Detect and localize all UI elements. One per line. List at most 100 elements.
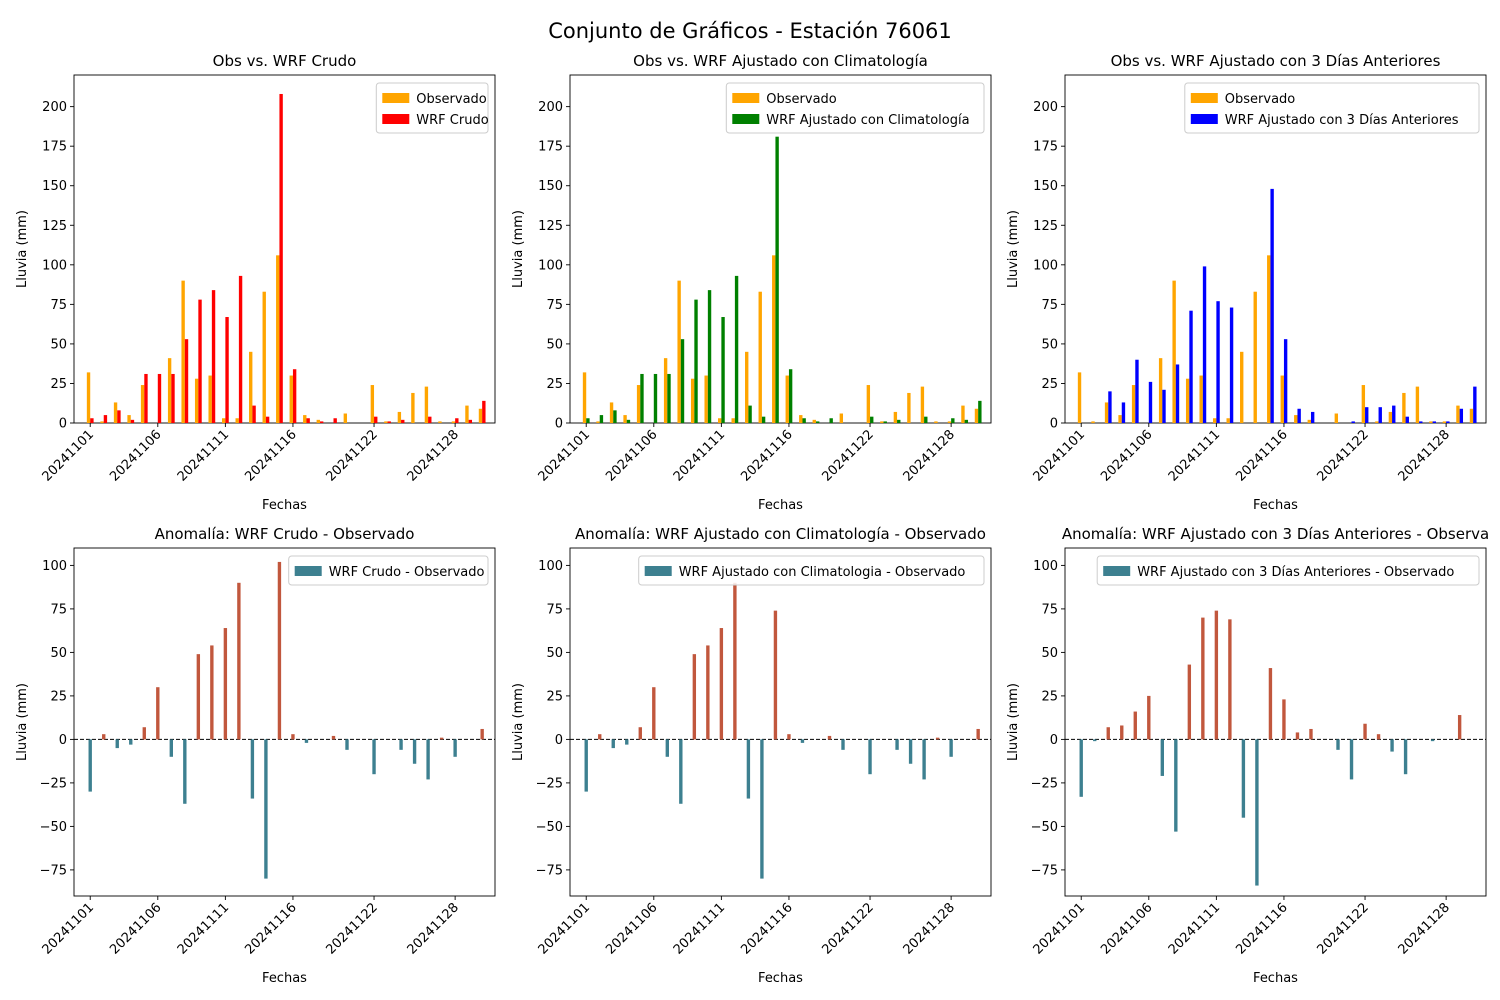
bar-observed-20 — [839, 413, 844, 423]
legend-swatch — [294, 566, 322, 576]
chart-title: Obs vs. WRF Ajustado con 3 Días Anterior… — [1111, 52, 1441, 70]
bar-wrf-7 — [667, 373, 671, 423]
bar-wrf-22 — [870, 416, 874, 423]
y-tick-label: 150 — [1033, 179, 1058, 194]
y-tick-label: 100 — [538, 559, 563, 574]
y-tick-label: −25 — [1031, 776, 1058, 791]
bar-anomaly-6 — [652, 687, 656, 740]
bar-wrf-3 — [117, 410, 121, 423]
bar-observed-7 — [663, 358, 668, 423]
legend-label: WRF Crudo — [416, 113, 488, 128]
y-tick-label: 0 — [555, 733, 563, 748]
bar-wrf-26 — [1419, 421, 1423, 423]
bar-anomaly-11 — [719, 628, 724, 740]
chart-panel-4: Anomalía: WRF Crudo - Observado −75 −50 −25… — [15, 525, 496, 986]
legend-swatch — [732, 93, 760, 103]
bar-observed-4 — [1118, 415, 1122, 423]
chart-panel-5: Anomalía: WRF Ajustado con Climatología … — [511, 525, 992, 986]
bar-wrf-3 — [1108, 391, 1112, 423]
bar-anomaly-26 — [426, 739, 430, 780]
legend-label: Observado — [416, 92, 487, 107]
y-tick-label: 125 — [1033, 219, 1058, 234]
bar-wrf-2 — [599, 415, 604, 423]
bar-observed-8 — [1172, 280, 1176, 423]
y-tick-label: 175 — [42, 140, 67, 155]
x-axis-label: Fechas — [758, 971, 803, 986]
legend-swatch — [382, 114, 410, 124]
bar-wrf-16 — [1283, 339, 1288, 423]
bar-wrf-12 — [1229, 307, 1234, 423]
legend-label: Observado — [1225, 92, 1296, 107]
bar-observed-13 — [1240, 351, 1244, 423]
y-tick-label: 175 — [538, 140, 563, 155]
axes-frame — [569, 547, 992, 897]
y-tick-label: 0 — [555, 417, 563, 432]
bar-anomaly-24 — [895, 739, 899, 750]
bar-anomaly-16 — [787, 734, 791, 740]
y-axis-label: Lluvia (mm) — [15, 210, 30, 288]
legend-label: Observado — [766, 92, 837, 107]
legend-label: WRF Ajustado con Climatología — [766, 113, 969, 128]
bar-anomaly-23 — [1376, 734, 1381, 740]
y-tick-label: −75 — [40, 863, 67, 878]
bar-observed-14 — [758, 291, 762, 423]
x-axis-label: Fechas — [1253, 498, 1298, 513]
bar-wrf-3 — [613, 410, 617, 423]
y-axis-label: Lluvia (mm) — [15, 683, 30, 761]
x-tick-label: 20241122 — [819, 900, 876, 957]
x-tick-label: 20241101 — [536, 900, 593, 957]
bar-anomaly-12 — [237, 582, 241, 740]
bar-observed-13 — [249, 351, 253, 423]
bar-observed-22 — [1361, 385, 1366, 423]
y-tick-label: −50 — [536, 820, 563, 835]
bar-observed-26 — [920, 386, 925, 423]
bar-anomaly-6 — [156, 687, 160, 740]
bar-anomaly-17 — [304, 739, 309, 743]
bar-observed-7 — [167, 358, 172, 423]
bar-wrf-28 — [1446, 421, 1450, 423]
bar-anomaly-25 — [1403, 739, 1408, 775]
y-tick-label: −25 — [40, 776, 67, 791]
bar-observed-30 — [974, 408, 979, 423]
bar-observed-29 — [961, 405, 965, 423]
bar-anomaly-18 — [1309, 728, 1313, 740]
x-tick-label: 20241101 — [40, 427, 97, 484]
x-tick-label: 20241122 — [1314, 427, 1371, 484]
y-tick-label: 200 — [1033, 100, 1058, 115]
bar-anomaly-15 — [277, 561, 282, 740]
bar-observed-5 — [140, 385, 145, 423]
bar-wrf-7 — [1162, 389, 1166, 423]
bar-wrf-23 — [883, 421, 887, 423]
bar-anomaly-13 — [746, 739, 751, 799]
bar-wrf-11 — [1216, 301, 1220, 423]
x-tick-label: 20241101 — [40, 900, 97, 957]
bar-wrf-17 — [1297, 408, 1301, 423]
bar-observed-10 — [208, 375, 212, 423]
bar-observed-10 — [704, 375, 708, 423]
x-tick-label: 20241111 — [175, 900, 232, 957]
y-tick-label: 200 — [42, 100, 67, 115]
bar-anomaly-7 — [665, 739, 669, 757]
bar-anomaly-9 — [692, 654, 697, 740]
x-tick-label: 20241122 — [323, 427, 380, 484]
bar-anomaly-24 — [399, 739, 403, 750]
chart-title: Obs vs. WRF Crudo — [213, 52, 357, 70]
bar-wrf-25 — [1405, 416, 1409, 423]
bar-anomaly-22 — [372, 739, 376, 775]
bar-wrf-23 — [1378, 407, 1382, 423]
legend-label: WRF Ajustado con 3 Días Anteriores — [1225, 113, 1459, 128]
x-tick-label: 20241128 — [1396, 900, 1453, 957]
y-tick-label: 150 — [538, 179, 563, 194]
bar-anomaly-19 — [827, 735, 832, 740]
x-tick-label: 20241106 — [107, 900, 164, 957]
chart-panel-3: Obs vs. WRF Ajustado con 3 Días Anterior… — [1006, 52, 1487, 513]
x-axis-label: Fechas — [1253, 971, 1298, 986]
bar-observed-18 — [812, 419, 816, 423]
bar-anomaly-7 — [1160, 739, 1164, 776]
bar-wrf-23 — [387, 421, 391, 423]
bar-wrf-4 — [130, 419, 135, 423]
y-tick-label: 0 — [1050, 733, 1058, 748]
bar-anomaly-27 — [439, 737, 444, 740]
bar-observed-28 — [451, 421, 456, 423]
